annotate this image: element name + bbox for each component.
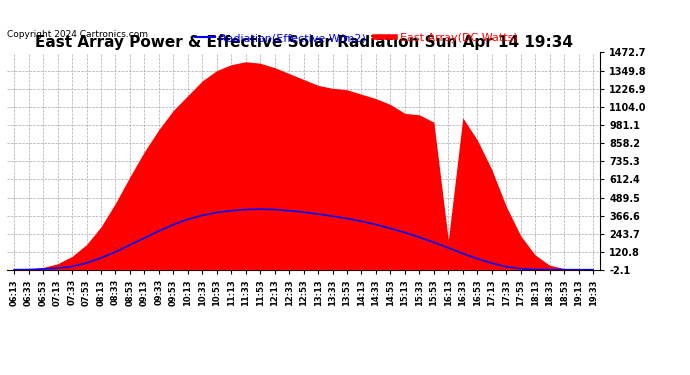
Title: East Array Power & Effective Solar Radiation Sun Apr 14 19:34: East Array Power & Effective Solar Radia… — [34, 35, 573, 50]
Legend: Radiation(Effective W/m2), East Array(DC Watts): Radiation(Effective W/m2), East Array(DC… — [190, 29, 522, 48]
Text: Copyright 2024 Cartronics.com: Copyright 2024 Cartronics.com — [7, 30, 148, 39]
